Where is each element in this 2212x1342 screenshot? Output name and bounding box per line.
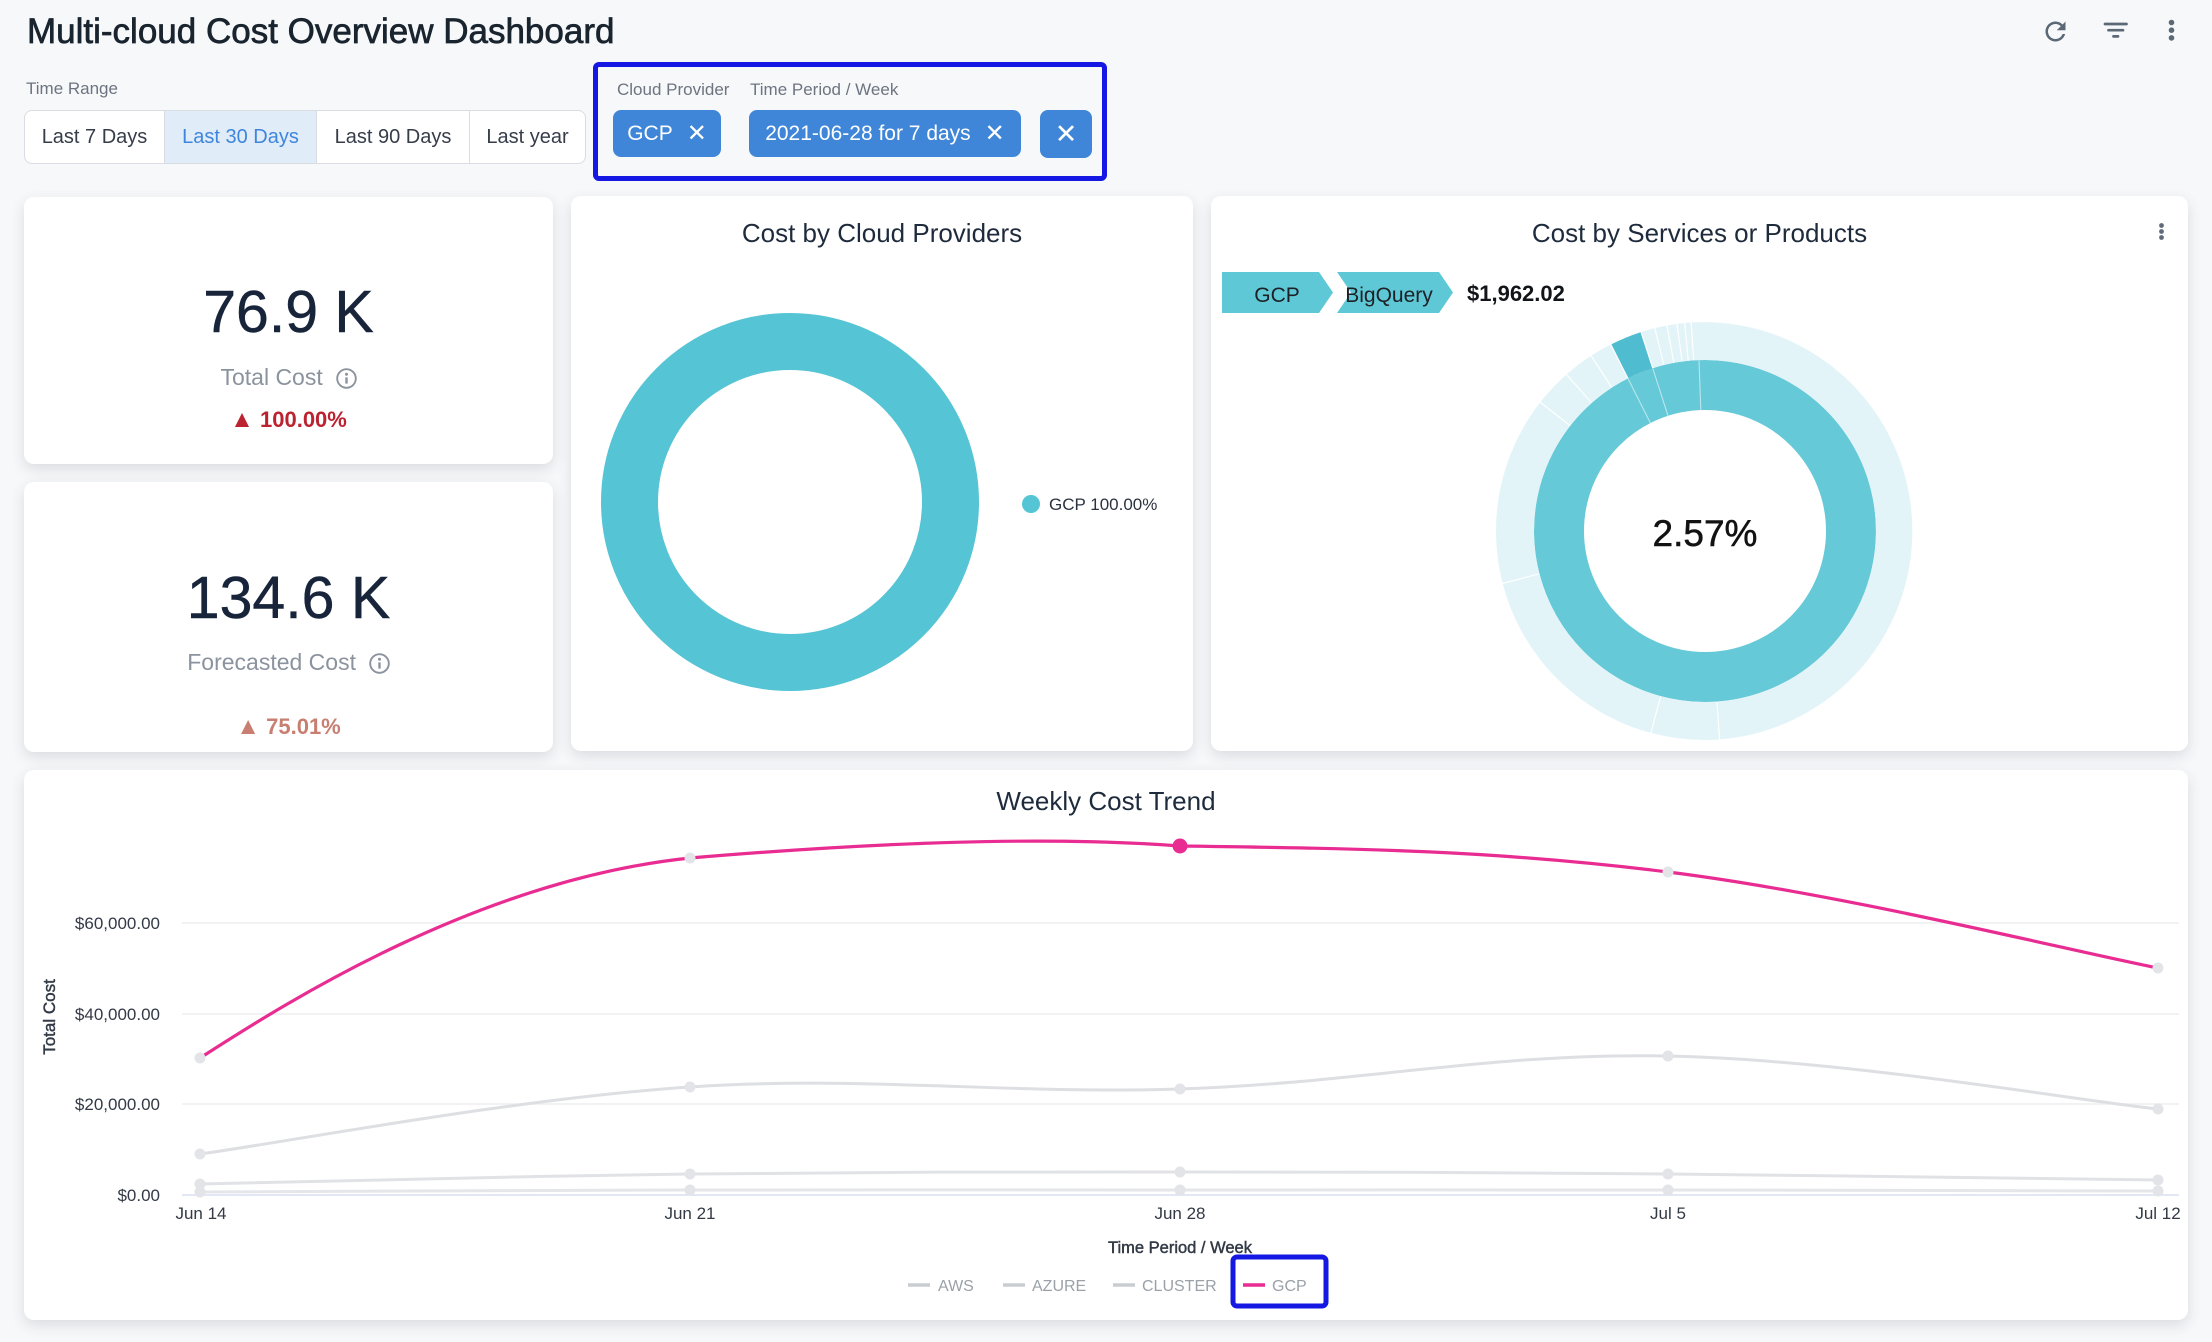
svg-text:Jun 28: Jun 28 — [1154, 1204, 1205, 1223]
svg-text:GCP: GCP — [1254, 284, 1300, 307]
svg-text:BigQuery: BigQuery — [1345, 284, 1433, 307]
svg-text:GCP: GCP — [1272, 1278, 1307, 1295]
svg-text:$20,000.00: $20,000.00 — [75, 1095, 160, 1114]
svg-text:Total Cost: Total Cost — [40, 979, 59, 1055]
svg-text:AWS: AWS — [938, 1278, 974, 1295]
svg-text:GCP 100.00%: GCP 100.00% — [1049, 495, 1157, 514]
svg-text:AZURE: AZURE — [1032, 1278, 1086, 1295]
svg-text:Jul 12: Jul 12 — [2135, 1204, 2180, 1223]
svg-text:$0.00: $0.00 — [117, 1186, 160, 1205]
svg-text:Time Period / Week: Time Period / Week — [1108, 1239, 1253, 1257]
svg-text:Jun 14: Jun 14 — [175, 1204, 226, 1223]
svg-text:CLUSTER: CLUSTER — [1142, 1278, 1217, 1295]
svg-text:Jun 21: Jun 21 — [664, 1204, 715, 1223]
svg-text:Jul 5: Jul 5 — [1650, 1204, 1686, 1223]
svg-text:$1,962.02: $1,962.02 — [1467, 281, 1565, 306]
svg-text:$40,000.00: $40,000.00 — [75, 1005, 160, 1024]
svg-text:$60,000.00: $60,000.00 — [75, 914, 160, 933]
svg-text:2.57%: 2.57% — [1653, 513, 1758, 554]
